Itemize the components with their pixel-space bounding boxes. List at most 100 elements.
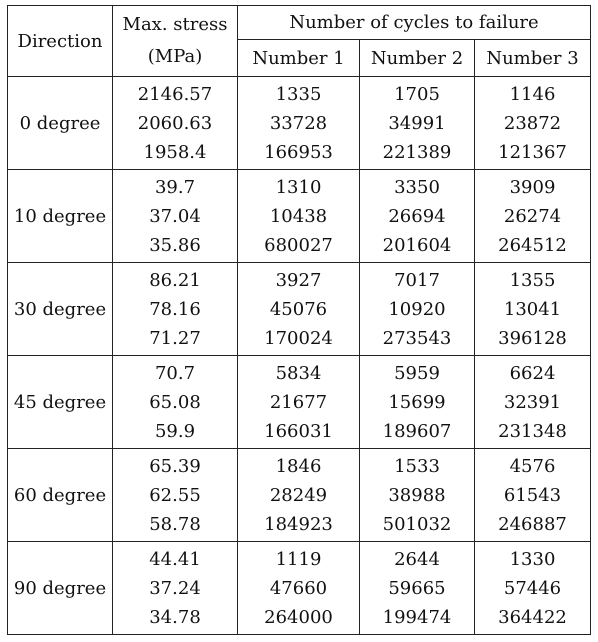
number-2-value: 221389 bbox=[382, 141, 452, 163]
fatigue-table-container: Direction Max. stress (MPa) Number of cy… bbox=[7, 5, 592, 635]
number-1-values: 3927 45076 170024 bbox=[238, 266, 359, 353]
max-stress-value: 65.08 bbox=[149, 391, 201, 413]
direction-cell: 90 degree bbox=[7, 541, 113, 635]
max-stress-values: 70.7 65.08 59.9 bbox=[113, 359, 237, 446]
number-2-cell: 5959 15699 189607 bbox=[359, 355, 475, 449]
max-stress-value: 78.16 bbox=[149, 298, 201, 320]
number-3-value: 61543 bbox=[503, 484, 562, 506]
number-3-cell: 1330 57446 364422 bbox=[473, 541, 592, 635]
number-1-value: 1310 bbox=[275, 176, 322, 198]
number-2-value: 15699 bbox=[388, 391, 446, 413]
number-3-value: 121367 bbox=[498, 141, 567, 163]
number-2-values: 2644 59665 199474 bbox=[360, 545, 474, 632]
number-2-value: 273543 bbox=[382, 327, 452, 349]
max-stress-value: 34.78 bbox=[149, 606, 201, 628]
number-1-value: 1335 bbox=[275, 83, 322, 105]
number-1-values: 1310 10438 680027 bbox=[238, 173, 359, 260]
number-3-value: 6624 bbox=[509, 362, 556, 384]
number-2-cell: 3350 26694 201604 bbox=[359, 169, 475, 263]
number-3-cell: 3909 26274 264512 bbox=[473, 169, 592, 263]
max-stress-cell: 2146.57 2060.63 1958.4 bbox=[112, 76, 238, 170]
number-3-value: 23872 bbox=[503, 112, 562, 134]
table-row: 60 degree 65.39 62.55 58.78 1846 28249 184923 1… bbox=[7, 448, 592, 542]
number-1-cell: 5834 21677 166031 bbox=[237, 355, 360, 449]
number-2-values: 7017 10920 273543 bbox=[360, 266, 474, 353]
table-row: 0 degree 2146.57 2060.63 1958.4 1335 33728 166… bbox=[7, 76, 592, 170]
number-2-value: 1705 bbox=[394, 83, 440, 105]
table-header: Direction Max. stress (MPa) Number of cy… bbox=[7, 5, 592, 77]
number-3-values: 3909 26274 264512 bbox=[475, 173, 590, 260]
number-3-values: 6624 32391 231348 bbox=[475, 359, 590, 446]
direction-cell: 0 degree bbox=[7, 76, 113, 170]
table-row: 10 degree 39.7 37.04 35.86 1310 10438 680027 33… bbox=[7, 169, 592, 263]
number-3-cell: 4576 61543 246887 bbox=[473, 448, 592, 542]
number-2-value: 3350 bbox=[394, 176, 440, 198]
max-stress-value: 70.7 bbox=[154, 362, 196, 384]
number-1-value: 21677 bbox=[269, 391, 328, 413]
max-stress-value: 44.41 bbox=[149, 548, 201, 570]
number-3-value: 3909 bbox=[509, 176, 556, 198]
number-1-value: 28249 bbox=[269, 484, 328, 506]
header-number-1: Number 1 bbox=[237, 39, 360, 77]
number-1-value: 47660 bbox=[269, 577, 328, 599]
number-3-value: 1146 bbox=[509, 83, 556, 105]
direction-cell: 30 degree bbox=[7, 262, 113, 356]
max-stress-value: 71.27 bbox=[149, 327, 201, 349]
number-2-values: 1533 38988 501032 bbox=[360, 452, 474, 539]
direction-cell: 10 degree bbox=[7, 169, 113, 263]
number-3-value: 264512 bbox=[498, 234, 567, 256]
max-stress-value: 39.7 bbox=[154, 176, 196, 198]
number-1-value: 264000 bbox=[264, 606, 333, 628]
number-2-values: 3350 26694 201604 bbox=[360, 173, 474, 260]
number-1-value: 680027 bbox=[264, 234, 333, 256]
number-2-cell: 2644 59665 199474 bbox=[359, 541, 475, 635]
header-row-bottom: Number 1 Number 2 Number 3 bbox=[8, 39, 592, 77]
number-3-value: 32391 bbox=[503, 391, 562, 413]
max-stress-value: 2146.57 bbox=[137, 83, 213, 105]
header-direction: Direction bbox=[7, 5, 113, 77]
number-1-values: 1846 28249 184923 bbox=[238, 452, 359, 539]
number-2-values: 1705 34991 221389 bbox=[360, 80, 474, 167]
number-3-cell: 1146 23872 121367 bbox=[473, 76, 592, 170]
number-2-value: 201604 bbox=[382, 234, 452, 256]
header-number-2: Number 2 bbox=[359, 39, 475, 77]
header-max-stress-unit: (MPa) bbox=[147, 46, 203, 67]
max-stress-value: 37.04 bbox=[149, 205, 201, 227]
table-row: 30 degree 86.21 78.16 71.27 3927 45076 170024 7… bbox=[7, 262, 592, 356]
number-2-value: 199474 bbox=[382, 606, 452, 628]
number-1-value: 184923 bbox=[264, 513, 333, 535]
number-2-value: 34991 bbox=[388, 112, 446, 134]
number-1-value: 3927 bbox=[275, 269, 322, 291]
max-stress-values: 86.21 78.16 71.27 bbox=[113, 266, 237, 353]
number-3-value: 1355 bbox=[509, 269, 556, 291]
number-2-cell: 1705 34991 221389 bbox=[359, 76, 475, 170]
direction-cell: 60 degree bbox=[7, 448, 113, 542]
number-3-values: 1355 13041 396128 bbox=[475, 266, 590, 353]
max-stress-value: 1958.4 bbox=[143, 141, 207, 163]
number-2-value: 2644 bbox=[394, 548, 440, 570]
max-stress-cell: 44.41 37.24 34.78 bbox=[112, 541, 238, 635]
number-1-value: 45076 bbox=[269, 298, 328, 320]
number-2-cell: 7017 10920 273543 bbox=[359, 262, 475, 356]
number-1-value: 33728 bbox=[269, 112, 328, 134]
number-2-value: 501032 bbox=[382, 513, 452, 535]
number-1-cell: 1335 33728 166953 bbox=[237, 76, 360, 170]
max-stress-values: 39.7 37.04 35.86 bbox=[113, 173, 237, 260]
number-1-cell: 3927 45076 170024 bbox=[237, 262, 360, 356]
table-row: 90 degree 44.41 37.24 34.78 1119 47660 264000 2… bbox=[7, 541, 592, 635]
header-max-stress-label: Max. stress bbox=[122, 14, 228, 35]
number-1-value: 10438 bbox=[269, 205, 328, 227]
number-3-values: 1146 23872 121367 bbox=[475, 80, 590, 167]
number-1-value: 1846 bbox=[275, 455, 322, 477]
table-body: 0 degree 2146.57 2060.63 1958.4 1335 33728 166… bbox=[7, 76, 592, 635]
max-stress-cell: 70.7 65.08 59.9 bbox=[112, 355, 238, 449]
number-3-values: 4576 61543 246887 bbox=[475, 452, 590, 539]
max-stress-value: 86.21 bbox=[149, 269, 201, 291]
max-stress-value: 65.39 bbox=[149, 455, 201, 477]
number-2-value: 1533 bbox=[394, 455, 440, 477]
max-stress-value: 35.86 bbox=[149, 234, 201, 256]
number-1-cell: 1846 28249 184923 bbox=[237, 448, 360, 542]
max-stress-values: 2146.57 2060.63 1958.4 bbox=[113, 80, 237, 167]
header-cycles-to-failure: Number of cycles to failure bbox=[236, 5, 592, 40]
header-row-top: Direction Max. stress (MPa) Number of cy… bbox=[7, 5, 592, 77]
